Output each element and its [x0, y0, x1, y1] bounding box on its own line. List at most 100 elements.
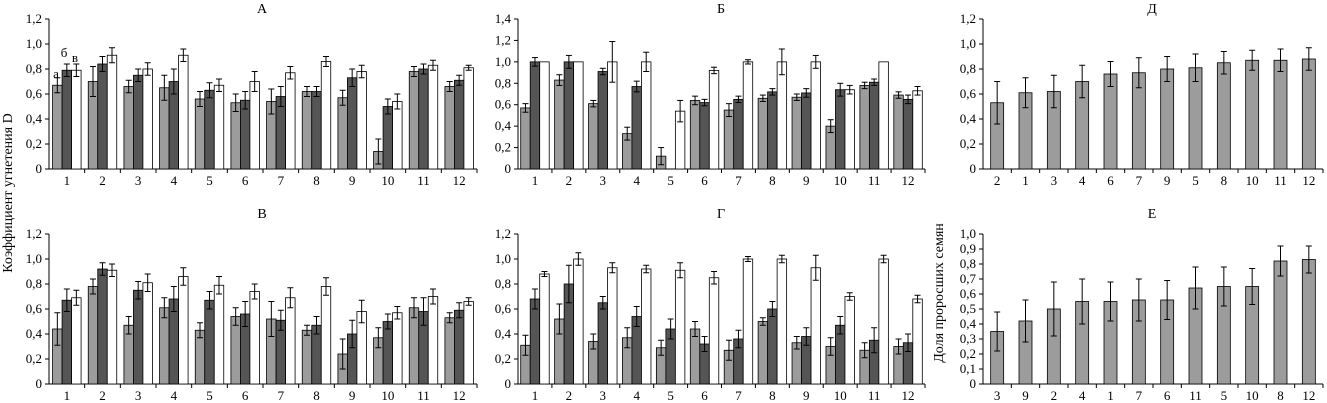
- bar: [240, 99, 251, 170]
- bar: [912, 90, 923, 170]
- y-tick-label: 0,2: [495, 351, 511, 366]
- panel-title: Д: [1147, 2, 1157, 17]
- x-tick-label: 11: [1274, 173, 1287, 188]
- y-tick-label: 1,2: [960, 11, 976, 26]
- x-tick-label: 2: [99, 173, 106, 188]
- y-tick-label: 0,2: [495, 140, 511, 155]
- y-tick-label: 0,4: [26, 111, 43, 126]
- bar: [597, 302, 608, 385]
- bar: [1216, 62, 1231, 170]
- bar: [641, 61, 652, 170]
- bar: [178, 276, 189, 385]
- bar: [382, 321, 393, 385]
- bar: [776, 61, 788, 170]
- y-tick-label: 0,5: [960, 301, 976, 316]
- y-tick-label: 0,4: [495, 326, 512, 341]
- panel-title: А: [257, 2, 268, 17]
- x-tick-label: 11: [1189, 388, 1202, 403]
- x-tick-label: 5: [206, 388, 213, 403]
- x-tick-label: 4: [1079, 173, 1086, 188]
- bar: [767, 91, 778, 170]
- x-tick-label: 11: [868, 388, 881, 403]
- y-tick-label: 0,7: [960, 271, 977, 286]
- y-tick-label: 0,2: [26, 136, 42, 151]
- bar: [204, 89, 215, 170]
- bar: [878, 61, 889, 170]
- bar: [285, 297, 296, 385]
- x-tick-label: 2: [99, 388, 106, 403]
- x-tick-label: 7: [735, 388, 742, 403]
- x-tick-label: 6: [242, 388, 249, 403]
- x-tick-label: 7: [1136, 388, 1143, 403]
- x-tick-label: 12: [453, 173, 466, 188]
- panel-title: В: [257, 207, 266, 222]
- x-tick-label: 7: [278, 173, 285, 188]
- x-tick-label: 10: [834, 388, 847, 403]
- y-tick-label: 0,8: [495, 276, 511, 291]
- x-tick-label: 2: [994, 173, 1001, 188]
- y-tick-label: 1,0: [495, 54, 511, 69]
- x-tick-label: 8: [1277, 388, 1284, 403]
- x-tick-label: 12: [1302, 173, 1315, 188]
- bar: [689, 328, 701, 385]
- y-tick-label: 0,2: [26, 351, 42, 366]
- x-tick-label: 5: [206, 173, 213, 188]
- x-tick-label: 12: [902, 173, 915, 188]
- bar: [733, 98, 744, 170]
- bar: [392, 101, 403, 170]
- bar: [418, 68, 429, 170]
- y-tick-label: 0,9: [960, 241, 976, 256]
- x-tick-label: 10: [381, 173, 394, 188]
- bar: [106, 269, 118, 385]
- y-tick-label: 0,2: [960, 346, 976, 361]
- x-tick-label: 2: [566, 388, 573, 403]
- x-tick-label: 3: [994, 388, 1001, 403]
- x-tick-label: 12: [902, 388, 915, 403]
- bar: [97, 268, 108, 385]
- x-tick-label: 4: [1079, 388, 1086, 403]
- x-tick-label: 6: [701, 173, 708, 188]
- bar: [71, 69, 82, 170]
- x-tick-label: 10: [381, 388, 394, 403]
- bar: [52, 84, 63, 170]
- bar: [902, 98, 914, 170]
- y-tick-label: 0: [36, 161, 43, 176]
- y-tick-label: 0,1: [960, 361, 976, 376]
- y-tick-label: 0,8: [26, 61, 42, 76]
- bar: [213, 84, 225, 170]
- bar: [320, 286, 332, 385]
- bar: [356, 71, 367, 170]
- bar: [204, 299, 215, 385]
- bar: [520, 107, 531, 170]
- x-tick-label: 3: [1051, 173, 1058, 188]
- y-tick-label: 0: [505, 161, 512, 176]
- x-tick-label: 9: [349, 388, 356, 403]
- y-tick-label: 1,2: [495, 226, 511, 241]
- y-tick-label: 0: [970, 376, 977, 391]
- y-tick-label: 1,2: [26, 226, 42, 241]
- bar: [554, 79, 565, 170]
- y-tick-label: 1,0: [960, 226, 976, 241]
- y-tick-label: 0: [970, 161, 977, 176]
- bar: [275, 96, 286, 170]
- bar: [194, 329, 206, 385]
- bar: [1188, 67, 1203, 170]
- x-tick-label: 7: [278, 388, 285, 403]
- x-tick-label: 4: [633, 388, 640, 403]
- y-axis-label-left: Коэффициент угнетения D: [1, 113, 16, 272]
- y-tick-label: 0,4: [495, 118, 512, 133]
- bar: [454, 79, 465, 170]
- bar: [444, 317, 455, 385]
- bar: [641, 268, 652, 385]
- x-tick-label: 11: [868, 173, 881, 188]
- panel-title: Е: [1148, 207, 1157, 222]
- x-tick-label: 3: [600, 388, 607, 403]
- panel-title: Б: [717, 2, 725, 17]
- x-tick-label: 8: [769, 388, 776, 403]
- x-tick-label: 10: [834, 173, 847, 188]
- x-tick-label: 9: [349, 173, 356, 188]
- bar: [427, 64, 439, 170]
- bar: [742, 61, 754, 170]
- bar: [912, 298, 923, 385]
- bar: [1273, 260, 1288, 385]
